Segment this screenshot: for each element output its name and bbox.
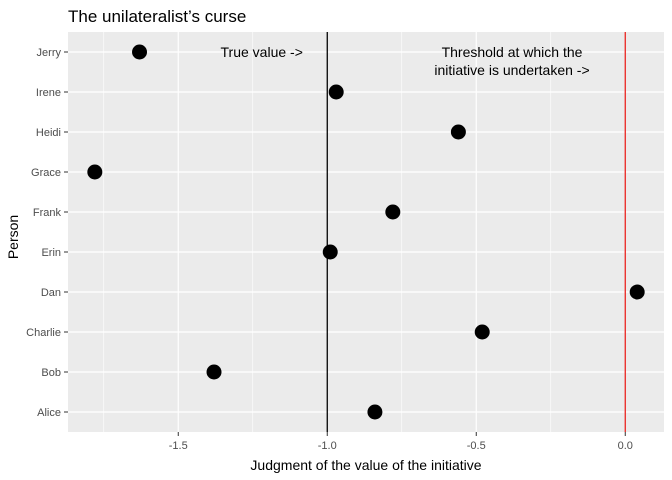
point-charlie <box>474 324 490 340</box>
plot-panel <box>68 32 664 432</box>
point-grace <box>87 164 103 180</box>
y-tick-label-grace: Grace <box>31 167 61 179</box>
point-jerry <box>132 44 148 60</box>
annotation-true-value-line-1: True value -> <box>221 44 303 60</box>
point-alice <box>367 404 383 420</box>
x-axis-title: Judgment of the value of the initiative <box>250 457 481 473</box>
x-axis: -1.5 -1.0 -0.5 0.0 <box>169 432 633 452</box>
annotations: True value -> Threshold at which the initi… <box>221 44 590 78</box>
y-axis: Alice Bob Charlie Dan Erin Frank Grace Heidi Ire… <box>26 47 68 419</box>
x-tick-label: -1.5 <box>169 440 188 452</box>
x-tick-label: 0.0 <box>618 440 633 452</box>
x-tick-label: -0.5 <box>467 440 486 452</box>
x-tick-label: -1.0 <box>318 440 337 452</box>
y-tick-label-heidi: Heidi <box>36 127 61 139</box>
reference-lines <box>326 32 626 432</box>
y-tick-label-charlie: Charlie <box>26 327 61 339</box>
y-tick-label-dan: Dan <box>41 287 61 299</box>
chart-title: The unilateralist’s curse <box>68 7 246 26</box>
minor-gridlines <box>103 32 552 432</box>
point-heidi <box>450 124 466 140</box>
y-tick-label-irene: Irene <box>36 87 61 99</box>
point-irene <box>328 84 344 100</box>
data-points <box>87 44 645 420</box>
y-tick-label-bob: Bob <box>41 367 61 379</box>
point-bob <box>206 364 222 380</box>
annotation-threshold-line-1: Threshold at which the <box>442 44 583 60</box>
y-tick-label-frank: Frank <box>33 207 62 219</box>
y-tick-label-erin: Erin <box>41 247 61 259</box>
y-tick-label-jerry: Jerry <box>37 47 62 59</box>
point-frank <box>385 204 401 220</box>
y-tick-label-alice: Alice <box>37 407 61 419</box>
point-dan <box>629 284 645 300</box>
annotation-threshold-line-2: initiative is undertaken -> <box>434 62 589 78</box>
point-erin <box>322 244 338 260</box>
y-axis-title: Person <box>5 215 21 259</box>
